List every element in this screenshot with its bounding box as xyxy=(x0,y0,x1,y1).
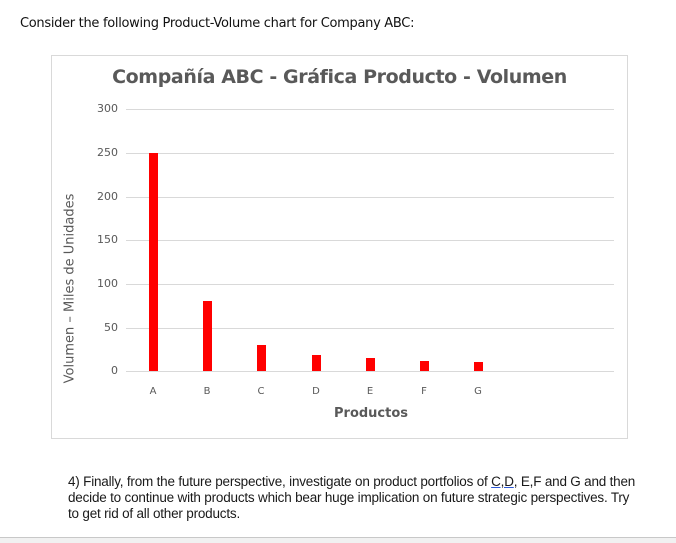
gridline-300 xyxy=(126,109,614,110)
x-tick: D xyxy=(312,386,320,397)
x-tick: G xyxy=(474,386,482,397)
bar-B xyxy=(202,301,212,371)
y-tick: 0 xyxy=(111,364,118,377)
x-tick: E xyxy=(366,386,374,397)
question-text: 4) Finally, from the future perspective,… xyxy=(68,474,638,522)
x-tick: F xyxy=(421,386,427,397)
y-tick: 300 xyxy=(97,102,118,115)
bar-G xyxy=(473,362,483,371)
gridline-50 xyxy=(126,328,614,329)
bar-D xyxy=(311,355,321,371)
gridline-0 xyxy=(126,371,614,372)
chart-title: Compañía ABC - Gráfica Producto - Volume… xyxy=(112,66,567,88)
y-tick: 200 xyxy=(97,190,118,203)
gridline-250 xyxy=(126,153,614,154)
x-tick: B xyxy=(203,386,211,397)
question-part2: , E,F and G and then decide to continue … xyxy=(68,474,636,521)
product-volume-chart: Compañía ABC - Gráfica Producto - Volume… xyxy=(51,55,628,439)
x-tick: C xyxy=(257,386,265,397)
gridline-100 xyxy=(126,284,614,285)
intro-text: Consider the following Product-Volume ch… xyxy=(20,16,415,31)
question-part1: 4) Finally, from the future perspective,… xyxy=(68,474,492,489)
y-axis-label: Volumen – Miles de Unidades xyxy=(62,193,78,384)
y-tick: 50 xyxy=(104,321,118,334)
x-tick: A xyxy=(149,386,157,397)
bar-F xyxy=(419,360,429,371)
gridline-150 xyxy=(126,240,614,241)
bar-C xyxy=(256,344,266,371)
bar-E xyxy=(365,357,375,371)
y-tick: 150 xyxy=(97,233,118,246)
question-underlined: C,D xyxy=(491,474,514,489)
y-tick: 100 xyxy=(97,277,118,290)
x-axis-label: Productos xyxy=(334,406,409,421)
bar-A xyxy=(148,152,158,371)
y-tick: 250 xyxy=(97,146,118,159)
gridline-200 xyxy=(126,197,614,198)
status-bar xyxy=(0,537,676,543)
